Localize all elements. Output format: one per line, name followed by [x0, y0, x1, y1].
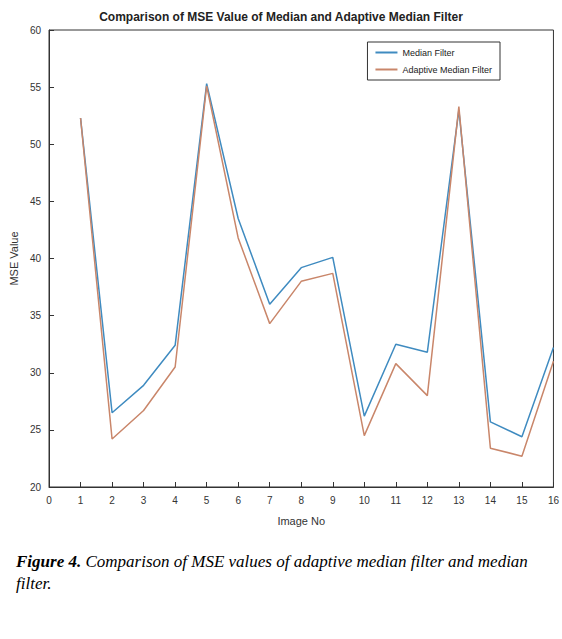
- svg-text:8: 8: [298, 495, 304, 506]
- svg-text:4: 4: [172, 495, 178, 506]
- svg-text:50: 50: [30, 139, 42, 150]
- svg-text:7: 7: [267, 495, 273, 506]
- svg-text:1: 1: [78, 495, 84, 506]
- svg-text:35: 35: [30, 310, 42, 321]
- svg-text:14: 14: [485, 495, 497, 506]
- svg-text:13: 13: [453, 495, 465, 506]
- svg-text:20: 20: [30, 482, 42, 493]
- svg-text:40: 40: [30, 253, 42, 264]
- html-text:Figure 4. Comparison of MSE va: Figure 4. Comparison of MSE values of ad…: [16, 552, 528, 594]
- svg-text:45: 45: [30, 196, 42, 207]
- svg-text:9: 9: [330, 495, 336, 506]
- svg-text:3: 3: [141, 495, 147, 506]
- svg-text:Adaptive Median Filter: Adaptive Median Filter: [402, 65, 492, 75]
- svg-text:11: 11: [391, 495, 402, 506]
- svg-text:55: 55: [30, 82, 42, 93]
- svg-text:6: 6: [235, 495, 241, 506]
- svg-text:5: 5: [204, 495, 210, 506]
- svg-text:15: 15: [516, 495, 528, 506]
- svg-text:30: 30: [30, 367, 42, 378]
- svg-text:10: 10: [359, 495, 371, 506]
- svg-text:25: 25: [30, 424, 42, 435]
- svg-text:Image No: Image No: [277, 515, 325, 527]
- svg-text:Comparison of MSE Value of Med: Comparison of MSE Value of Median and Ad…: [99, 10, 463, 24]
- svg-text:MSE Value: MSE Value: [8, 231, 20, 285]
- svg-text:0: 0: [46, 495, 52, 506]
- svg-text:Median Filter: Median Filter: [402, 48, 454, 58]
- svg-text:16: 16: [548, 495, 560, 506]
- svg-text:12: 12: [422, 495, 434, 506]
- svg-text:60: 60: [30, 25, 42, 36]
- svg-text:2: 2: [109, 495, 115, 506]
